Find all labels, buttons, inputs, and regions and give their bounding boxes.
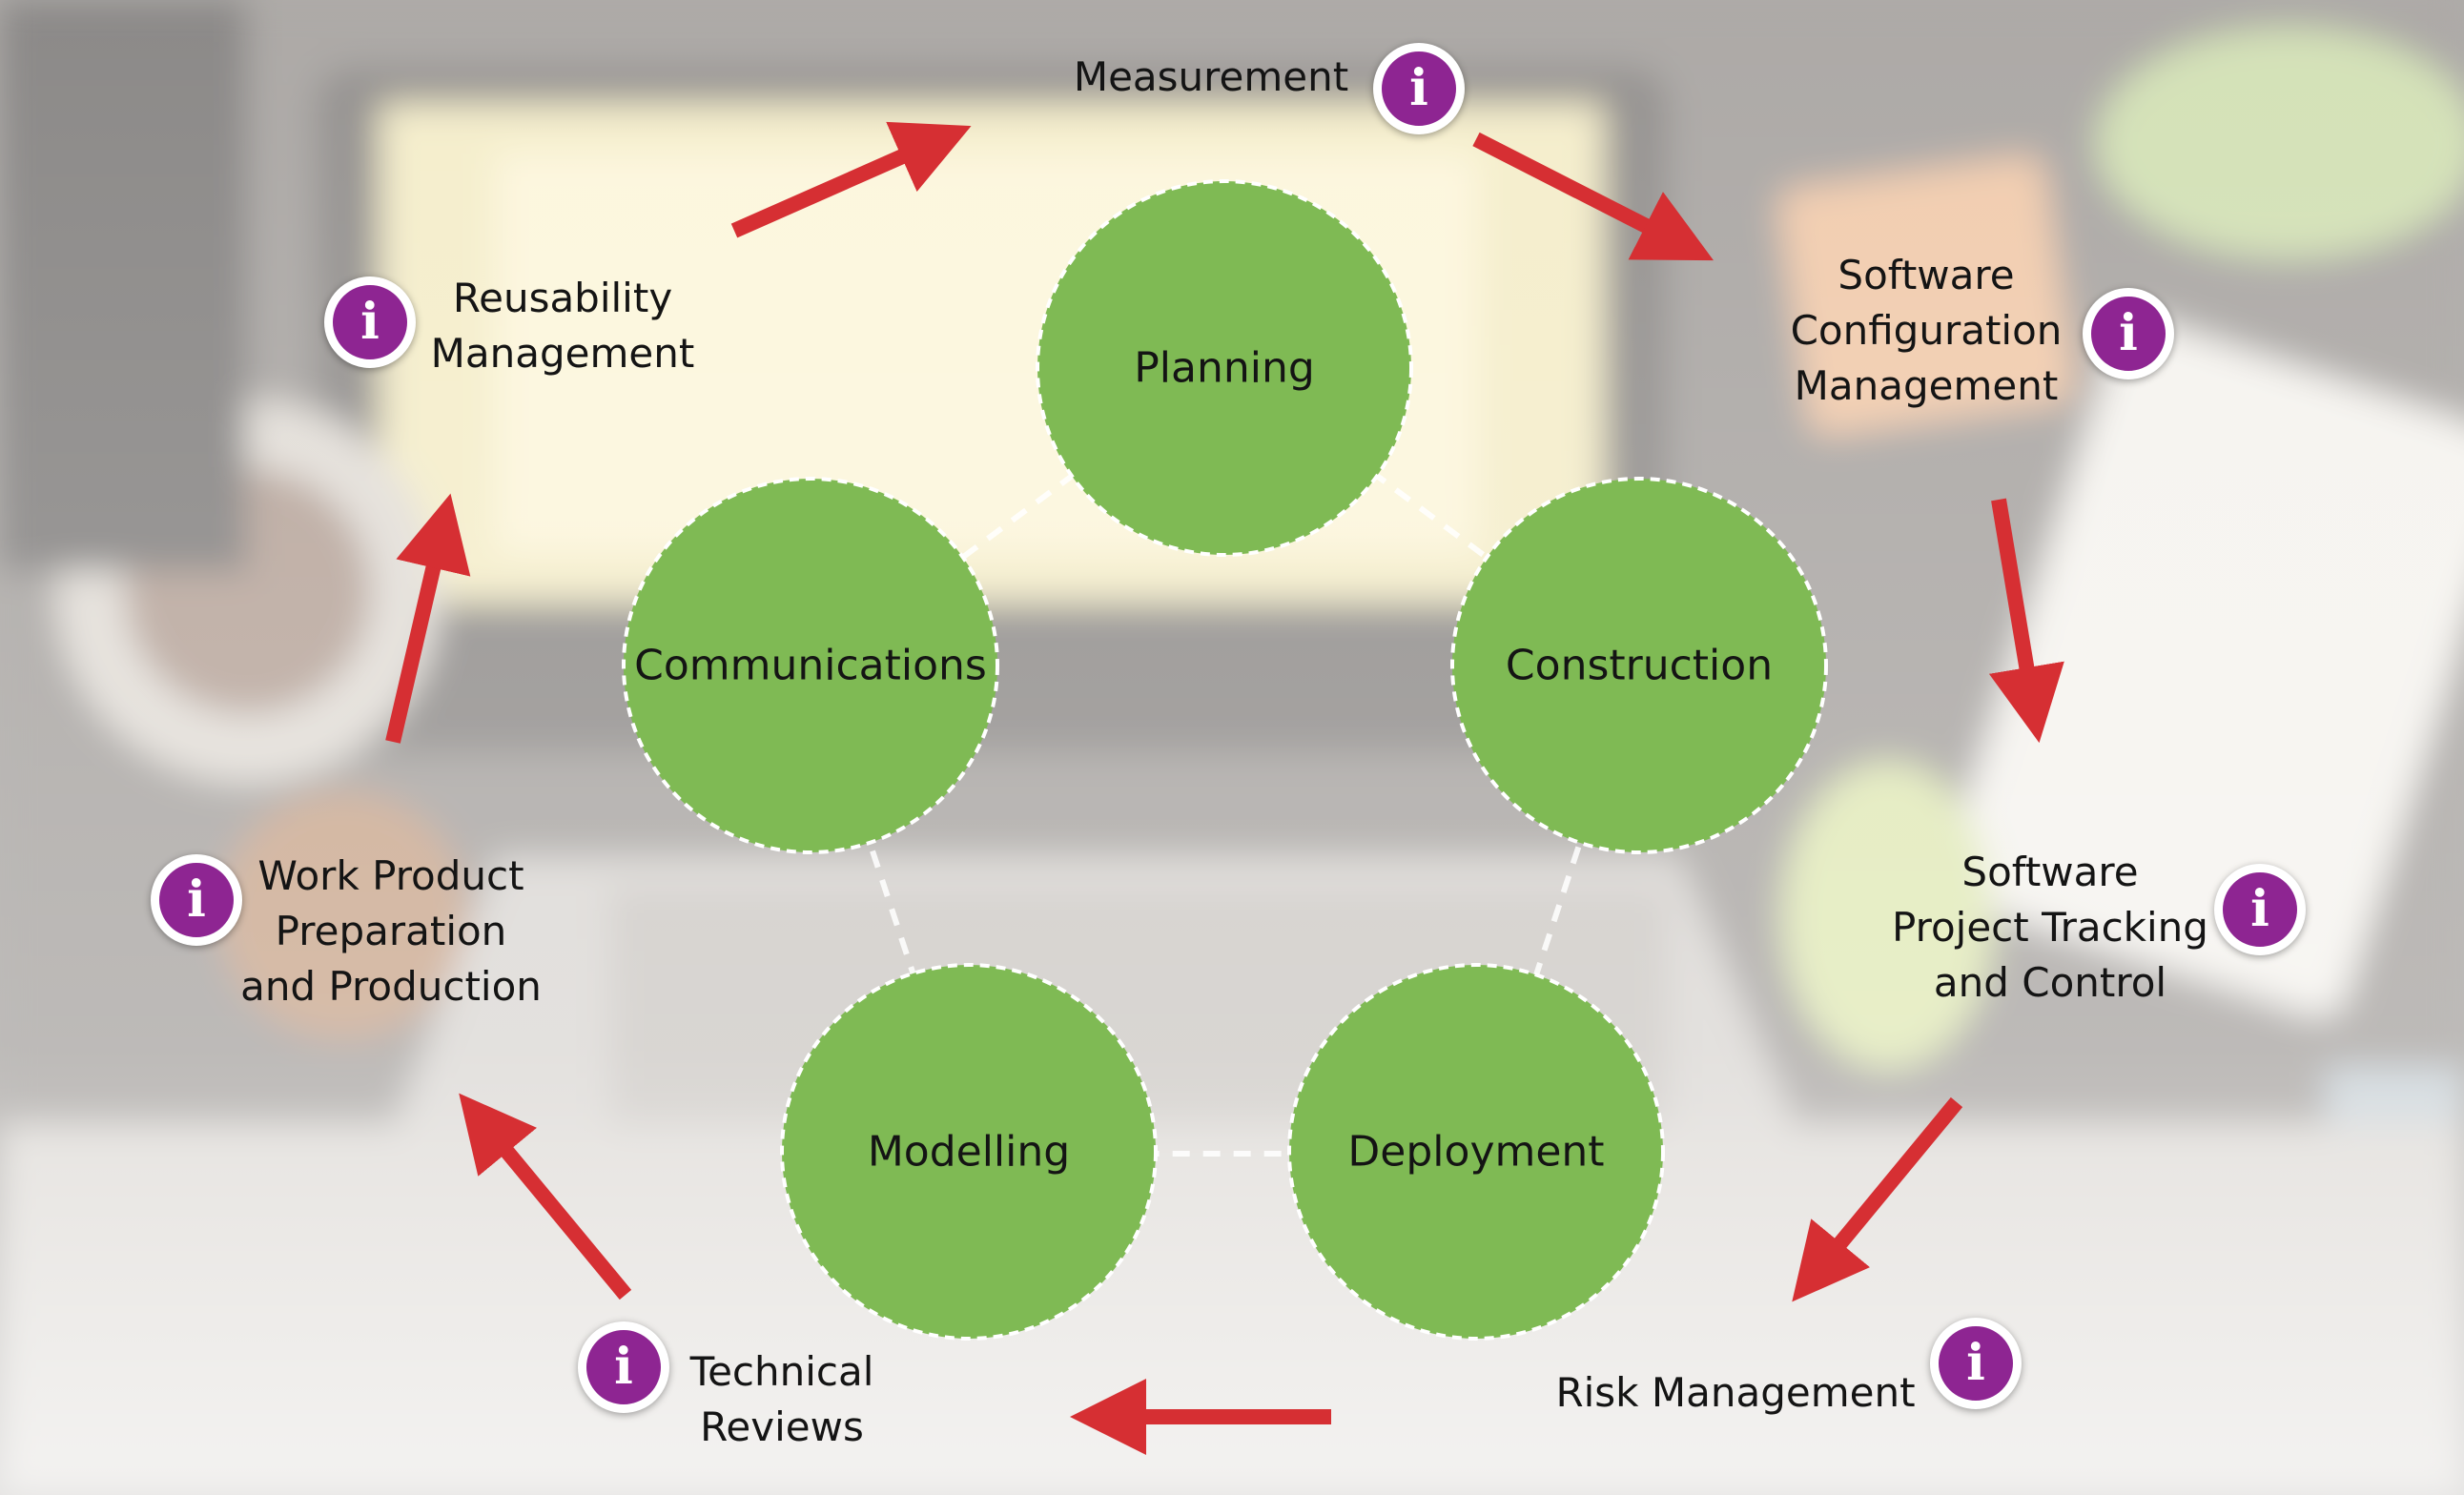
info-icon[interactable]: i xyxy=(578,1321,669,1413)
phase-label: Construction xyxy=(1506,642,1773,690)
activity-line: and Control xyxy=(1933,959,2167,1006)
activity-line: Measurement xyxy=(1073,53,1349,100)
arrow-reviews-to-work-product xyxy=(459,1093,632,1300)
activity-software-project-tracking-and-control: Software Project Tracking and Control xyxy=(1879,845,2222,1011)
activity-technical-reviews: Technical Reviews xyxy=(667,1344,896,1455)
activity-reusability-management: Reusability Management xyxy=(420,271,706,381)
arrow-work-product-to-reusability xyxy=(385,493,471,744)
activity-line: Management xyxy=(430,330,695,377)
activity-line: Reusability xyxy=(452,275,673,321)
info-icon[interactable]: i xyxy=(2083,288,2174,379)
info-icon[interactable]: i xyxy=(1373,43,1465,134)
activity-line: Work Product xyxy=(257,852,524,899)
phase-deployment: Deployment xyxy=(1287,963,1665,1341)
activity-line: Preparation xyxy=(275,908,507,954)
info-icon[interactable]: i xyxy=(151,854,242,946)
activity-line: Risk Management xyxy=(1555,1369,1916,1416)
activity-line: Software xyxy=(1961,849,2139,895)
info-icon[interactable]: i xyxy=(324,276,416,368)
phase-label: Planning xyxy=(1134,344,1315,393)
phase-construction: Construction xyxy=(1450,477,1828,854)
arrow-tracking-to-risk xyxy=(1792,1096,1963,1302)
phase-communications: Communications xyxy=(622,477,999,854)
activity-line: Technical xyxy=(689,1348,874,1395)
activity-risk-management: Risk Management xyxy=(1526,1365,1945,1421)
activity-line: Software xyxy=(1838,252,2015,298)
info-icon[interactable]: i xyxy=(2214,864,2306,955)
activity-line: Management xyxy=(1794,362,2059,409)
activity-line: Reviews xyxy=(700,1403,864,1450)
activity-line: Configuration xyxy=(1790,307,2063,354)
phase-modelling: Modelling xyxy=(780,963,1158,1341)
activity-work-product-preparation-and-production: Work Product Preparation and Production xyxy=(229,849,553,1014)
phase-label: Communications xyxy=(634,642,987,690)
activity-line: and Production xyxy=(240,963,542,1010)
phase-planning: Planning xyxy=(1036,179,1413,557)
activity-software-configuration-management: Software Configuration Management xyxy=(1774,248,2079,414)
arrow-measurement-to-configuration xyxy=(1472,132,1715,261)
phase-label: Modelling xyxy=(868,1128,1070,1177)
info-icon[interactable]: i xyxy=(1930,1318,2022,1409)
activity-line: Project Tracking xyxy=(1892,904,2208,951)
arrow-reusability-to-measurement xyxy=(730,121,972,238)
arrow-configuration-to-tracking xyxy=(1988,498,2064,744)
activity-measurement: Measurement xyxy=(1058,50,1364,105)
phase-label: Deployment xyxy=(1347,1128,1604,1177)
